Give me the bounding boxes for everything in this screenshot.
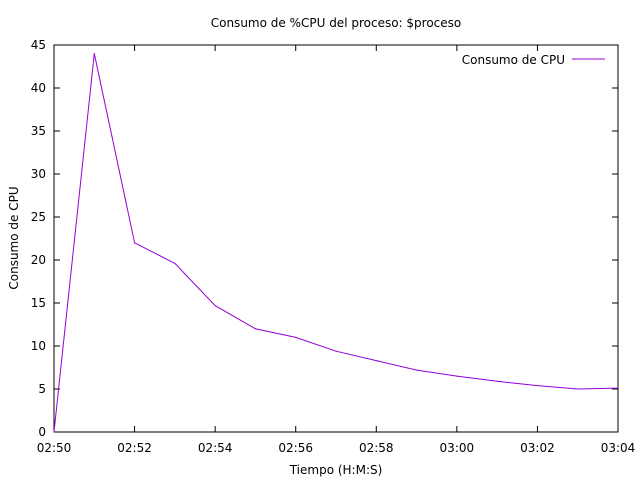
data-point bbox=[174, 262, 176, 265]
y-tick-label: 0 bbox=[38, 425, 46, 439]
y-tick-label: 40 bbox=[31, 81, 46, 95]
y-tick-label: 10 bbox=[31, 339, 46, 353]
y-tick-label: 30 bbox=[31, 167, 46, 181]
data-point bbox=[53, 431, 55, 433]
x-tick-label: 03:02 bbox=[520, 441, 555, 455]
data-point bbox=[335, 350, 337, 352]
plot-frame bbox=[53, 44, 619, 433]
x-tick-label: 03:00 bbox=[440, 441, 475, 455]
y-tick-label: 15 bbox=[31, 296, 46, 310]
data-point bbox=[214, 304, 216, 307]
data-point bbox=[496, 380, 498, 382]
data-point bbox=[133, 242, 136, 244]
data-point bbox=[375, 360, 377, 362]
data-point bbox=[295, 336, 297, 338]
y-tick-label: 35 bbox=[31, 124, 46, 138]
x-tick-label: 02:58 bbox=[359, 441, 394, 455]
x-tick-label: 02:56 bbox=[278, 441, 313, 455]
legend: Consumo de CPU bbox=[462, 53, 605, 67]
y-tick-label: 45 bbox=[31, 38, 46, 52]
x-tick-label: 02:52 bbox=[117, 441, 152, 455]
y-axis: 0 5 10 15 20 25 30 35 40 45 bbox=[31, 38, 618, 439]
x-axis-label: Tiempo (H:M:S) bbox=[289, 463, 383, 477]
y-tick-label: 25 bbox=[31, 210, 46, 224]
series-line bbox=[53, 53, 619, 433]
y-tick-label: 20 bbox=[31, 253, 46, 267]
data-point bbox=[456, 375, 458, 377]
data-point bbox=[254, 328, 257, 330]
chart-title: Consumo de %CPU del proceso: $proceso bbox=[211, 16, 462, 30]
x-axis: 02:50 02:52 02:54 02:56 02:58 03:00 03:02 03:04 bbox=[37, 45, 636, 455]
x-tick-label: 02:50 bbox=[37, 441, 72, 455]
data-point bbox=[577, 388, 579, 390]
series-layer bbox=[53, 53, 619, 433]
y-axis-label: Consumo de CPU bbox=[7, 186, 21, 289]
x-tick-label: 02:54 bbox=[198, 441, 233, 455]
x-tick-label: 03:04 bbox=[601, 441, 636, 455]
legend-label: Consumo de CPU bbox=[462, 53, 565, 67]
y-tick-label: 5 bbox=[38, 382, 46, 396]
data-point bbox=[415, 369, 418, 371]
data-point bbox=[93, 53, 95, 55]
data-point bbox=[617, 387, 619, 389]
data-point bbox=[536, 384, 539, 387]
